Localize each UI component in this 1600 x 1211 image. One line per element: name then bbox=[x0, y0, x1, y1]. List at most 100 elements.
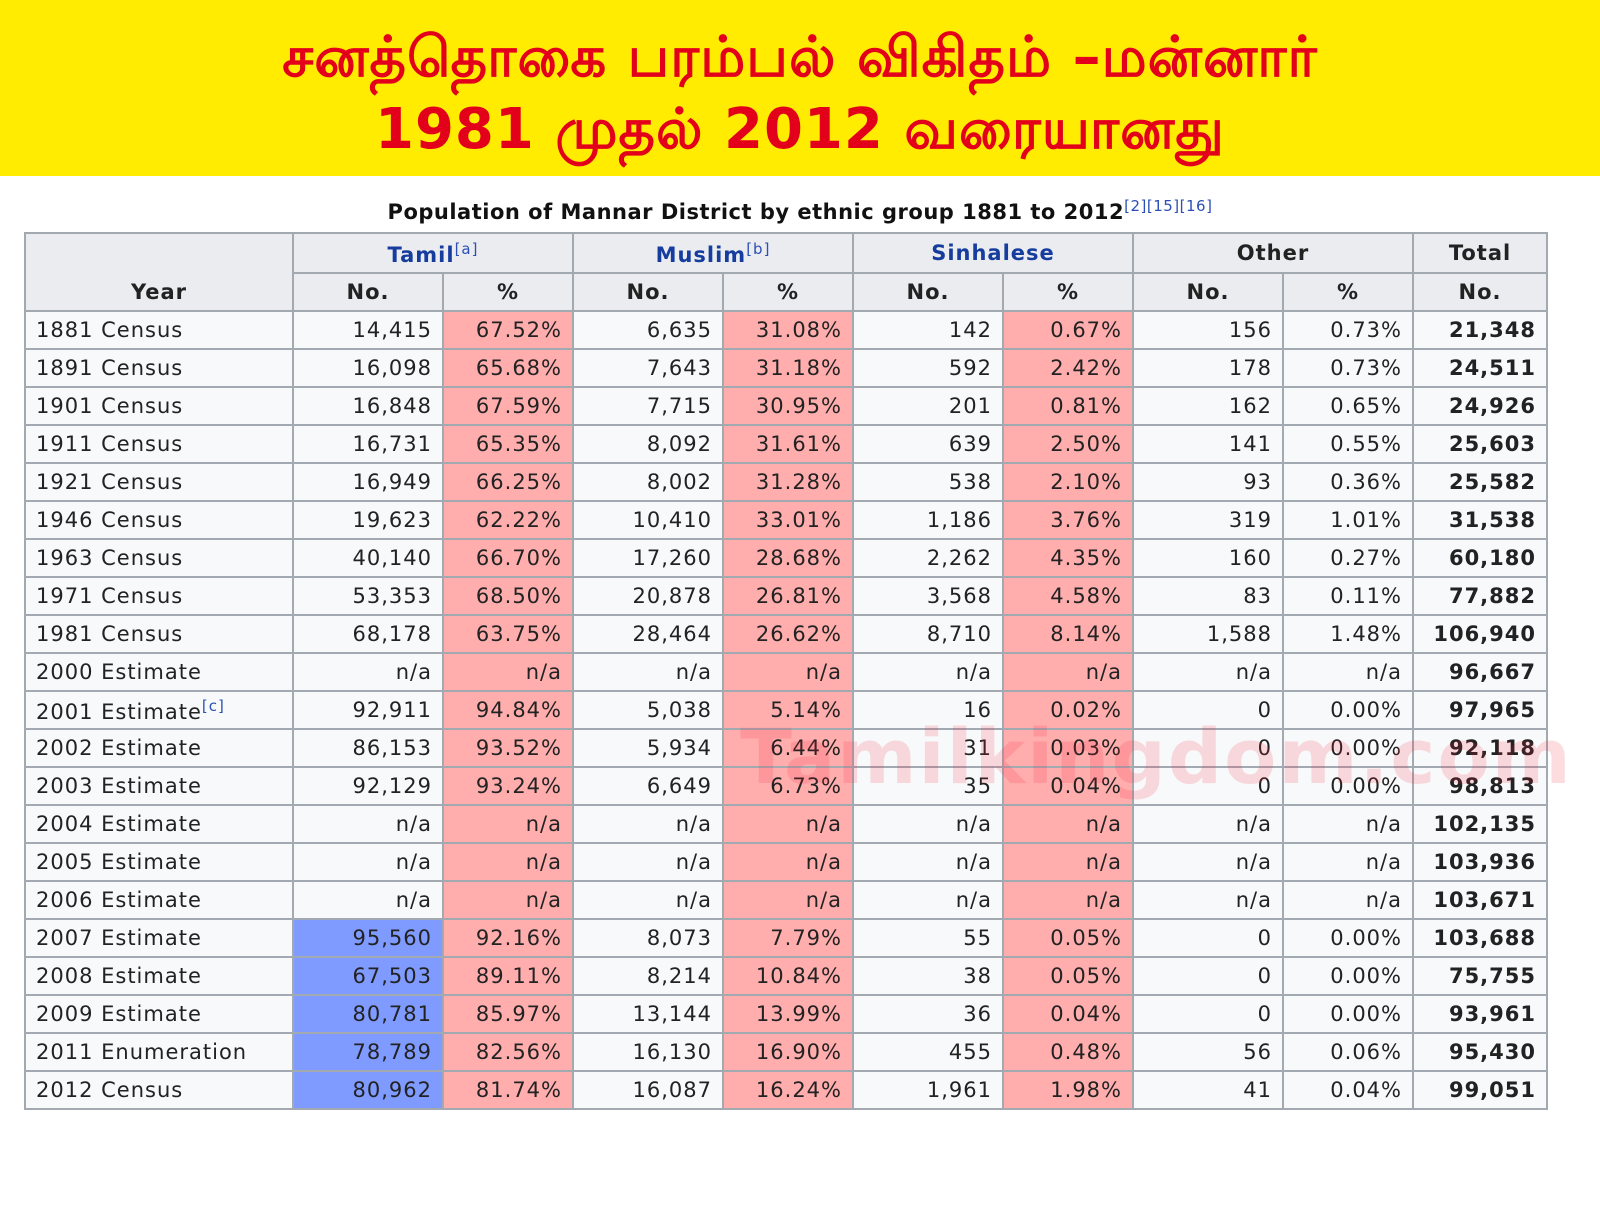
cell-year: 1921 Census bbox=[24, 462, 294, 502]
cell-sinhalese-no: n/a bbox=[852, 842, 1004, 882]
table-row: 1981 Census 68,178 63.75% 28,464 26.62% 8,710… bbox=[24, 614, 1548, 654]
cell-year: 1881 Census bbox=[24, 310, 294, 350]
cell-muslim-pct: 5.14% bbox=[722, 690, 854, 730]
cell-year: 1946 Census bbox=[24, 500, 294, 540]
cell-sinhalese-no: n/a bbox=[852, 804, 1004, 844]
cell-sinhalese-no: 31 bbox=[852, 728, 1004, 768]
table-row: 2000 Estimate n/a n/a n/a n/a n/a n/a n/a n/a 96,… bbox=[24, 652, 1548, 692]
cell-total: 93,961 bbox=[1412, 994, 1548, 1034]
cell-total: 24,926 bbox=[1412, 386, 1548, 426]
cell-sinhalese-pct: 3.76% bbox=[1002, 500, 1134, 540]
cell-muslim-pct: 31.28% bbox=[722, 462, 854, 502]
cell-tamil-pct: n/a bbox=[442, 842, 574, 882]
cell-muslim-pct: 31.08% bbox=[722, 310, 854, 350]
cell-muslim-pct: 26.62% bbox=[722, 614, 854, 654]
cell-other-pct: 0.73% bbox=[1282, 348, 1414, 388]
year-label: 1901 Census bbox=[36, 394, 184, 418]
cell-total: 77,882 bbox=[1412, 576, 1548, 616]
cell-muslim-no: 5,934 bbox=[572, 728, 724, 768]
cell-muslim-no: 20,878 bbox=[572, 576, 724, 616]
cell-year: 2006 Estimate bbox=[24, 880, 294, 920]
cell-muslim-pct: n/a bbox=[722, 842, 854, 882]
cell-other-no: 162 bbox=[1132, 386, 1284, 426]
cell-other-no: 0 bbox=[1132, 766, 1284, 806]
cell-sinhalese-no: 38 bbox=[852, 956, 1004, 996]
tamil-ref[interactable]: [a] bbox=[454, 239, 479, 258]
group-header-tamil: Tamil[a] bbox=[292, 232, 574, 274]
year-label: 2011 Enumeration bbox=[36, 1040, 248, 1064]
cell-tamil-no: n/a bbox=[292, 652, 444, 692]
cell-sinhalese-pct: 2.50% bbox=[1002, 424, 1134, 464]
cell-tamil-pct: n/a bbox=[442, 652, 574, 692]
year-label: 1921 Census bbox=[36, 470, 184, 494]
cell-other-no: 0 bbox=[1132, 728, 1284, 768]
cell-muslim-pct: 16.24% bbox=[722, 1070, 854, 1110]
year-label: 2007 Estimate bbox=[36, 926, 202, 950]
cell-sinhalese-no: 16 bbox=[852, 690, 1004, 730]
col-header-other-pct: % bbox=[1282, 272, 1414, 312]
cell-sinhalese-pct: n/a bbox=[1002, 652, 1134, 692]
cell-other-no: 141 bbox=[1132, 424, 1284, 464]
cell-sinhalese-pct: 0.02% bbox=[1002, 690, 1134, 730]
year-label: 1946 Census bbox=[36, 508, 184, 532]
muslim-link[interactable]: Muslim bbox=[655, 242, 747, 267]
cell-muslim-pct: 16.90% bbox=[722, 1032, 854, 1072]
group-header-sinhalese: Sinhalese bbox=[852, 232, 1134, 274]
cell-sinhalese-pct: 8.14% bbox=[1002, 614, 1134, 654]
table-row: 1971 Census 53,353 68.50% 20,878 26.81% 3,568… bbox=[24, 576, 1548, 616]
year-label: 1881 Census bbox=[36, 318, 184, 342]
title-banner: சனத்தொகை பரம்பல் விகிதம் –மன்னார் 1981 ம… bbox=[0, 0, 1600, 176]
sinhalese-link[interactable]: Sinhalese bbox=[931, 241, 1055, 265]
cell-other-pct: 0.00% bbox=[1282, 728, 1414, 768]
cell-total: 96,667 bbox=[1412, 652, 1548, 692]
cell-sinhalese-pct: 0.48% bbox=[1002, 1032, 1134, 1072]
cell-muslim-pct: 13.99% bbox=[722, 994, 854, 1034]
cell-sinhalese-no: 592 bbox=[852, 348, 1004, 388]
col-header-other-no: No. bbox=[1132, 272, 1284, 312]
table-row: 2005 Estimate n/a n/a n/a n/a n/a n/a n/a n/a 103… bbox=[24, 842, 1548, 882]
cell-year: 1971 Census bbox=[24, 576, 294, 616]
table-row: 2009 Estimate 80,781 85.97% 13,144 13.99% 36 0… bbox=[24, 994, 1548, 1034]
cell-tamil-no: n/a bbox=[292, 842, 444, 882]
cell-total: 24,511 bbox=[1412, 348, 1548, 388]
cell-other-pct: 0.00% bbox=[1282, 766, 1414, 806]
cell-sinhalese-no: 55 bbox=[852, 918, 1004, 958]
cell-total: 103,936 bbox=[1412, 842, 1548, 882]
muslim-ref[interactable]: [b] bbox=[746, 239, 771, 258]
cell-muslim-no: 6,635 bbox=[572, 310, 724, 350]
col-header-sinhalese-no: No. bbox=[852, 272, 1004, 312]
cell-other-no: n/a bbox=[1132, 842, 1284, 882]
cell-other-no: 93 bbox=[1132, 462, 1284, 502]
cell-tamil-pct: 94.84% bbox=[442, 690, 574, 730]
year-ref[interactable]: [c] bbox=[201, 696, 225, 715]
cell-sinhalese-no: 36 bbox=[852, 994, 1004, 1034]
banner-title-line1: சனத்தொகை பரம்பல் விகிதம் –மன்னார் bbox=[282, 25, 1318, 90]
cell-other-pct: 0.00% bbox=[1282, 918, 1414, 958]
cell-muslim-no: n/a bbox=[572, 880, 724, 920]
table-caption-text: Population of Mannar District by ethnic … bbox=[387, 200, 1125, 224]
cell-other-pct: 1.01% bbox=[1282, 500, 1414, 540]
cell-tamil-pct: n/a bbox=[442, 880, 574, 920]
cell-muslim-no: n/a bbox=[572, 842, 724, 882]
table-row: 2007 Estimate 95,560 92.16% 8,073 7.79% 55 0.0… bbox=[24, 918, 1548, 958]
cell-sinhalese-no: 1,961 bbox=[852, 1070, 1004, 1110]
cell-other-pct: 0.73% bbox=[1282, 310, 1414, 350]
cell-tamil-pct: 68.50% bbox=[442, 576, 574, 616]
cell-tamil-no: n/a bbox=[292, 804, 444, 844]
cell-other-no: 156 bbox=[1132, 310, 1284, 350]
cell-sinhalese-no: 2,262 bbox=[852, 538, 1004, 578]
cell-year: 2011 Enumeration bbox=[24, 1032, 294, 1072]
cell-total: 95,430 bbox=[1412, 1032, 1548, 1072]
tamil-link[interactable]: Tamil bbox=[387, 242, 455, 267]
table-row: 1963 Census 40,140 66.70% 17,260 28.68% 2,262… bbox=[24, 538, 1548, 578]
cell-muslim-pct: n/a bbox=[722, 880, 854, 920]
cell-tamil-no: 19,623 bbox=[292, 500, 444, 540]
cell-muslim-no: 7,643 bbox=[572, 348, 724, 388]
caption-refs[interactable]: [2][15][16] bbox=[1124, 197, 1213, 215]
cell-tamil-no: 68,178 bbox=[292, 614, 444, 654]
cell-tamil-pct: 67.59% bbox=[442, 386, 574, 426]
cell-year: 2012 Census bbox=[24, 1070, 294, 1110]
year-label: 1963 Census bbox=[36, 546, 184, 570]
cell-total: 97,965 bbox=[1412, 690, 1548, 730]
cell-year: 2000 Estimate bbox=[24, 652, 294, 692]
